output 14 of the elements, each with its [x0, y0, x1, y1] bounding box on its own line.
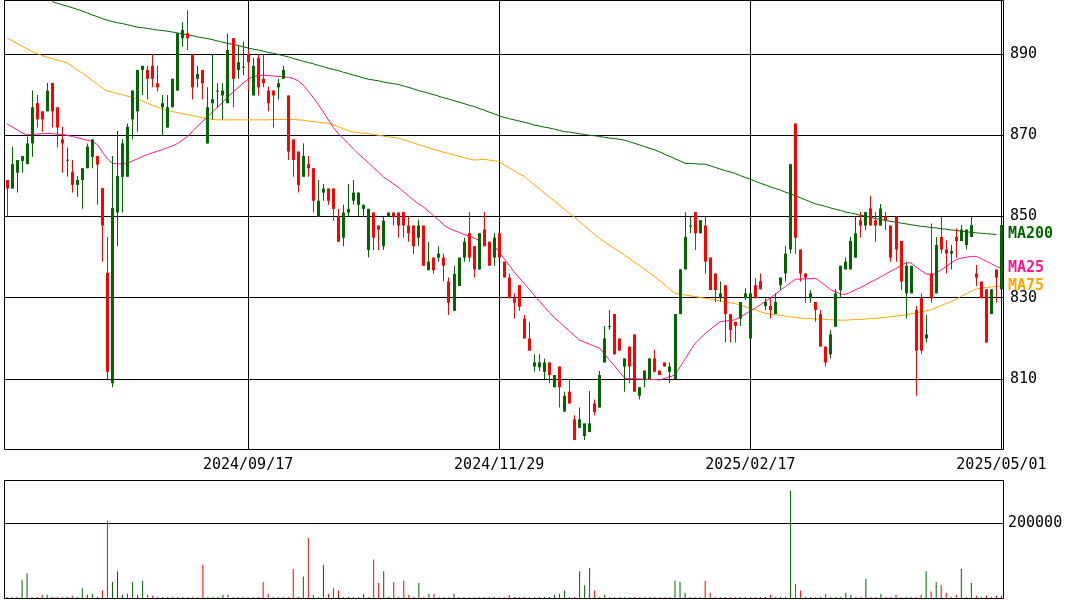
- candlestick: [663, 362, 666, 367]
- x-tick-label: 2025/05/01: [956, 454, 1047, 473]
- x-tick-label: 2024/09/17: [202, 454, 294, 473]
- candlestick: [387, 212, 390, 217]
- text: 200000: [1008, 513, 1063, 532]
- y-tick-label: 870: [1010, 125, 1038, 144]
- series-label: MA25: [1008, 258, 1045, 277]
- series-label: MA200: [1008, 224, 1054, 243]
- x-tick-label: 2024/11/29: [454, 454, 545, 473]
- y-tick-label: 890: [1010, 43, 1038, 62]
- y-tick-label: 810: [1010, 369, 1038, 387]
- candlestick: [658, 370, 661, 376]
- x-tick-label: 2025/02/17: [705, 454, 796, 473]
- y-tick-label: 850: [1010, 206, 1038, 225]
